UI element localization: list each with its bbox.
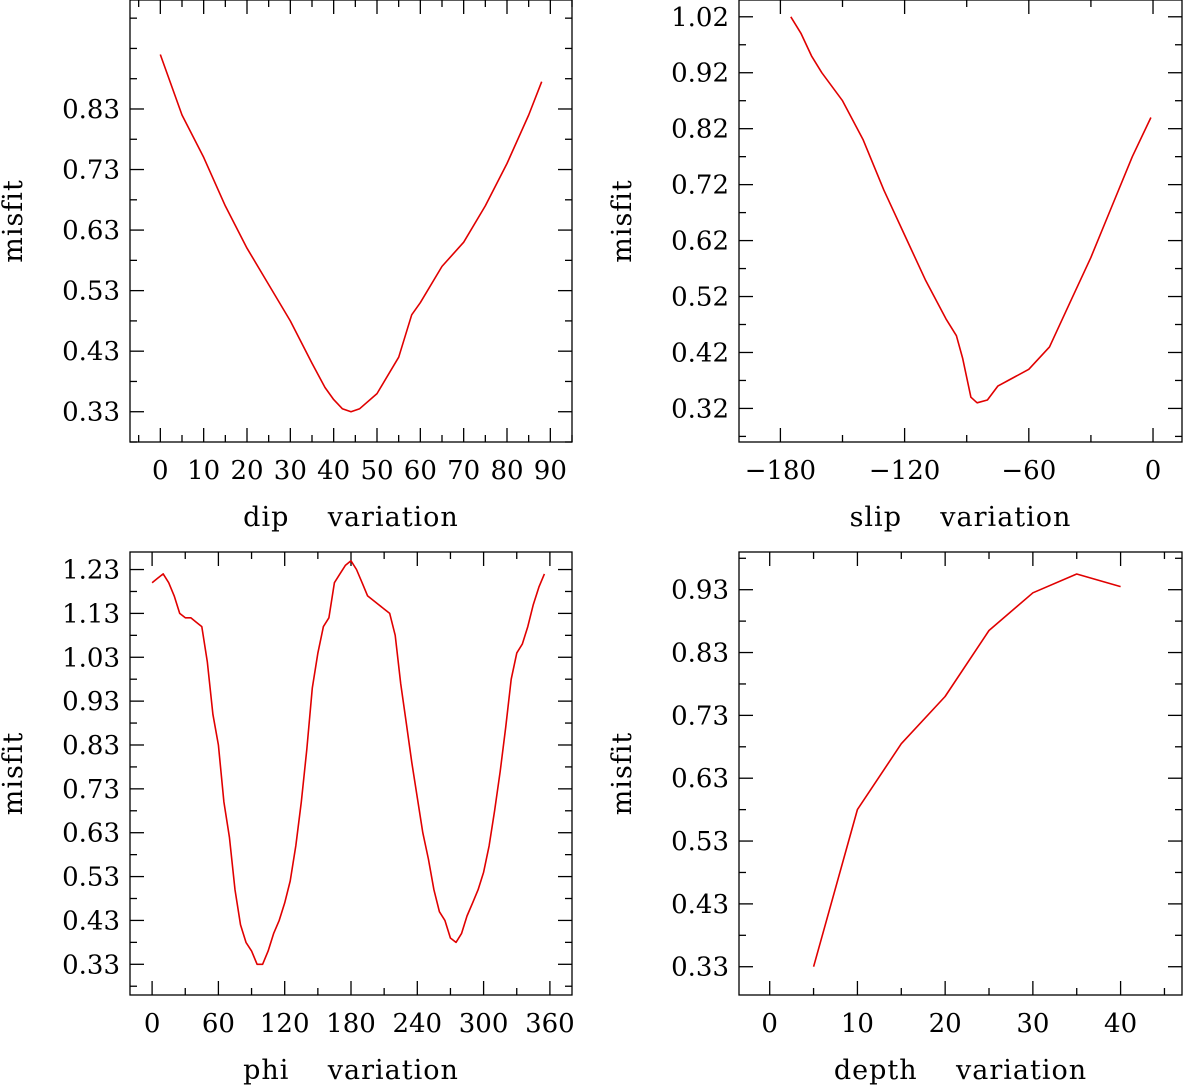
- dip-y-axis-title: misfit: [0, 179, 29, 263]
- panel-slip: −180 −120 −60 0 0.32 0.42 0.52 0.62 0.72 0.82 0.92…: [607, 0, 1183, 533]
- depth-y-axis-title: misfit: [607, 732, 638, 816]
- slip-y-tick-label: 1.02: [671, 3, 729, 33]
- panel-depth: 0 10 20 30 40 0.33 0.43 0.53 0.63 0.73 0.83 0.93 dep…: [607, 551, 1183, 1086]
- phi-x-tick-label: 180: [326, 1009, 376, 1039]
- slip-y-tick-label: 0.72: [671, 171, 729, 201]
- phi-y-axis-title: misfit: [0, 732, 29, 816]
- phi-x-axis-title: phi variation: [243, 1055, 459, 1086]
- slip-plot-frame: [738, 0, 1183, 443]
- dip-plot-frame: [129, 0, 573, 443]
- dip-y-tick-label: 0.73: [62, 156, 120, 186]
- phi-y-tick-label: 0.93: [62, 687, 120, 717]
- panel-phi: 0 60 120 180 240 300 360 0.33 0.43 0.53 0.63 0.73 0.…: [0, 551, 575, 1086]
- slip-misfit-curve: [790, 16, 1152, 404]
- slip-y-tick-label: 0.92: [671, 59, 729, 89]
- slip-y-tick-label: 0.32: [671, 394, 729, 424]
- phi-plot-frame: [129, 551, 573, 996]
- dip-x-tick-label: 0: [152, 456, 169, 486]
- phi-y-tick-label: 0.73: [62, 775, 120, 805]
- depth-y-tick-label: 0.43: [671, 890, 729, 920]
- dip-y-tick-label: 0.83: [62, 95, 120, 125]
- dip-y-tick-label: 0.63: [62, 216, 120, 246]
- depth-y-tick-label: 0.33: [671, 953, 729, 983]
- depth-plot-frame: [738, 551, 1183, 996]
- slip-y-tick-label: 0.42: [671, 338, 729, 368]
- depth-y-tick-label: 0.63: [671, 764, 729, 794]
- dip-x-tick-label: 60: [404, 456, 437, 486]
- phi-x-tick-label: 360: [525, 1009, 575, 1039]
- dip-x-tick-label: 10: [187, 456, 220, 486]
- phi-x-tick-label: 60: [202, 1009, 235, 1039]
- phi-y-tick-label: 0.63: [62, 819, 120, 849]
- depth-x-tick-label: 40: [1104, 1009, 1137, 1039]
- slip-x-tick-label: −180: [745, 456, 816, 486]
- depth-y-tick-label: 0.53: [671, 827, 729, 857]
- phi-x-tick-label: 120: [260, 1009, 310, 1039]
- dip-x-tick-label: 20: [230, 456, 263, 486]
- dip-x-axis-title: dip variation: [243, 502, 459, 533]
- depth-x-axis-title: depth variation: [834, 1055, 1087, 1086]
- phi-y-tick-label: 1.03: [62, 643, 120, 673]
- slip-y-tick-label: 0.82: [671, 115, 729, 145]
- phi-misfit-curve: [151, 559, 546, 966]
- depth-y-tick-label: 0.93: [671, 576, 729, 606]
- slip-x-tick-label: −60: [1001, 456, 1056, 486]
- panel-dip: 0 10 20 30 40 50 60 70 80 90 0.33 0.43 0.53 0.63 0.73 0…: [0, 0, 573, 533]
- slip-x-axis-title: slip variation: [850, 502, 1072, 533]
- dip-x-tick-label: 70: [447, 456, 480, 486]
- phi-x-tick-label: 0: [144, 1009, 161, 1039]
- dip-y-tick-label: 0.33: [62, 398, 120, 428]
- depth-y-tick-label: 0.83: [671, 639, 729, 669]
- slip-x-tick-label: 0: [1145, 456, 1162, 486]
- dip-misfit-curve: [159, 54, 543, 413]
- slip-y-axis-title: misfit: [607, 179, 638, 263]
- slip-y-tick-label: 0.52: [671, 283, 729, 313]
- depth-x-tick-label: 10: [841, 1009, 874, 1039]
- depth-x-tick-label: 0: [761, 1009, 778, 1039]
- phi-y-tick-label: 0.83: [62, 731, 120, 761]
- dip-x-tick-label: 90: [534, 456, 567, 486]
- dip-y-tick-label: 0.43: [62, 337, 120, 367]
- depth-x-tick-label: 30: [1016, 1009, 1049, 1039]
- phi-x-tick-label: 300: [459, 1009, 509, 1039]
- slip-y-tick-label: 0.62: [671, 227, 729, 257]
- phi-y-tick-label: 0.53: [62, 863, 120, 893]
- depth-x-tick-label: 20: [929, 1009, 962, 1039]
- slip-x-tick-label: −120: [869, 456, 940, 486]
- dip-x-tick-label: 50: [360, 456, 393, 486]
- phi-y-tick-label: 0.43: [62, 906, 120, 936]
- dip-x-tick-label: 80: [490, 456, 523, 486]
- dip-x-tick-label: 40: [317, 456, 350, 486]
- dip-x-tick-label: 30: [274, 456, 307, 486]
- depth-y-tick-label: 0.73: [671, 701, 729, 731]
- phi-y-tick-label: 1.23: [62, 556, 120, 586]
- phi-y-tick-label: 0.33: [62, 950, 120, 980]
- phi-y-tick-label: 1.13: [62, 599, 120, 629]
- phi-x-tick-label: 240: [392, 1009, 442, 1039]
- depth-misfit-curve: [812, 573, 1121, 967]
- dip-y-tick-label: 0.53: [62, 277, 120, 307]
